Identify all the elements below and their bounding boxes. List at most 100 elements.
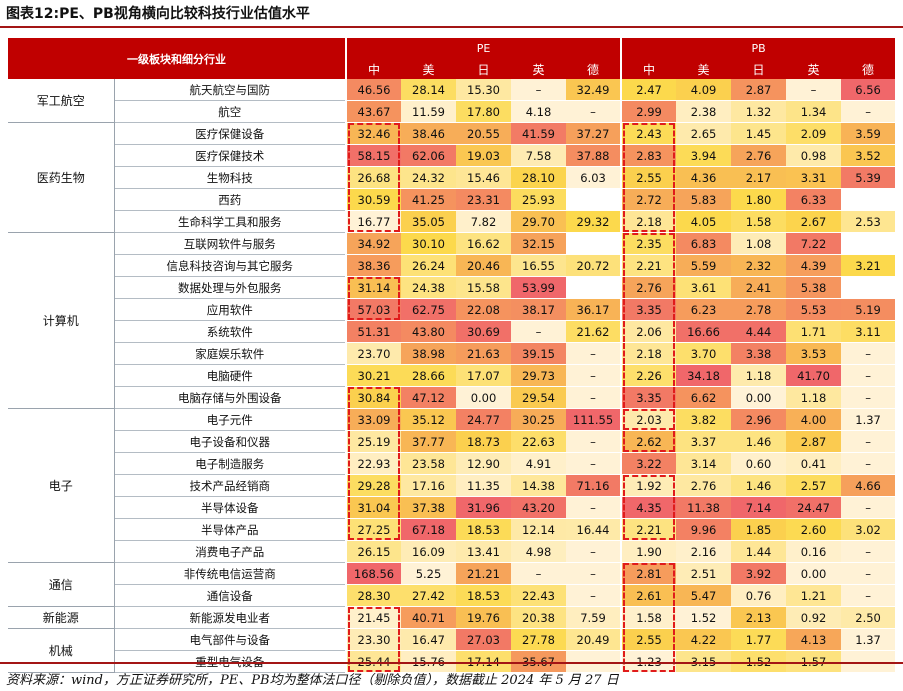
pb-value-cell: – xyxy=(786,79,842,101)
pe-value-cell: 32.49 xyxy=(566,79,622,101)
pb-value-cell: 3.38 xyxy=(731,342,787,365)
pe-value-cell: 24.32 xyxy=(401,166,456,189)
pb-value-cell: 2.55 xyxy=(620,166,677,189)
pe-value-cell: 37.77 xyxy=(401,430,456,453)
table-row: 通信 非传统电信运营商 168.56 5.25 21.21– –2.81 2.51 3.92 0… xyxy=(8,562,896,607)
pe-value-cell: 24.77 xyxy=(456,408,511,431)
country-header-pe: 德 xyxy=(566,59,622,79)
pb-value-cell: 2.41 xyxy=(731,276,787,299)
pe-value-cell: 29.54 xyxy=(511,386,566,409)
pb-value-cell: – xyxy=(841,100,896,123)
industry-label: 航空 xyxy=(114,100,347,123)
industry-label: 通信设备 xyxy=(114,584,347,607)
pb-value-cell: 2.43 xyxy=(620,122,677,145)
country-header-pb: 日 xyxy=(731,59,787,79)
pe-value-cell: 57.03 xyxy=(345,298,401,321)
country-header-pb: 英 xyxy=(786,59,842,79)
pe-value-cell: – xyxy=(511,562,566,585)
pb-value-cell: 6.83 xyxy=(676,232,732,255)
pb-value-cell: 2.13 xyxy=(731,606,787,629)
country-header-pe: 美 xyxy=(401,59,456,79)
pb-value-cell: 1.44 xyxy=(731,540,787,563)
pb-value-cell: 0.00 xyxy=(786,562,842,585)
pb-value-cell: 4.44 xyxy=(731,320,787,343)
table-row: 电子设备和仪器 25.19 37.77 18.73 22.63–2.62 3.37 1.46… xyxy=(8,430,896,453)
industry-label: 家庭娱乐软件 xyxy=(114,342,347,365)
pb-value-cell: 1.18 xyxy=(786,386,842,409)
industry-label: 互联网软件与服务 xyxy=(114,232,347,255)
pb-value-cell: 24.47 xyxy=(786,496,842,519)
pe-value-cell: 18.53 xyxy=(456,518,511,541)
pe-value-cell xyxy=(566,232,622,255)
pe-value-cell: 37.27 xyxy=(566,122,622,145)
pe-value-cell: 40.71 xyxy=(401,606,456,629)
pe-value-cell: 7.82 xyxy=(456,210,511,233)
pe-value-cell: 30.21 xyxy=(345,364,401,387)
pe-value-cell: 7.59 xyxy=(566,606,622,629)
pb-value-cell: 5.19 xyxy=(841,298,896,321)
pb-value-cell: – xyxy=(841,430,896,453)
pe-value-cell: 15.58 xyxy=(456,276,511,299)
pe-value-cell: – xyxy=(566,100,622,123)
country-header-pb: 德 xyxy=(841,59,896,79)
industry-label: 新能源发电业者 xyxy=(114,606,347,629)
pe-value-cell: 20.72 xyxy=(566,254,622,277)
pe-value-cell: 38.17 xyxy=(511,298,566,321)
pb-value-cell: 4.05 xyxy=(676,210,732,233)
pe-value-cell: 46.56 xyxy=(345,79,401,101)
table-row: 信息科技咨询与其它服务 38.36 26.24 20.46 16.55 20.72 2.21… xyxy=(8,254,896,277)
pb-value-cell: 1.32 xyxy=(731,100,787,123)
pb-value-cell: 41.70 xyxy=(786,364,842,387)
pe-value-cell: 26.15 xyxy=(345,540,401,563)
pe-value-cell: 30.59 xyxy=(345,188,401,211)
pe-value-cell: 21.62 xyxy=(566,320,622,343)
pb-value-cell: 2.32 xyxy=(731,254,787,277)
category-header: 一级板块和细分行业 xyxy=(8,38,346,79)
pe-value-cell: – xyxy=(566,430,622,453)
pb-value-cell: 3.14 xyxy=(676,452,732,475)
table-row: 重型电气设备 25.44 15.76 17.14 35.67–1.23 3.15 1.52 1… xyxy=(8,650,896,673)
pb-value-cell: 5.59 xyxy=(676,254,732,277)
table-row: 新能源 新能源发电业者 21.45 40.71 19.76 20.38 7.59 1.58 1.… xyxy=(8,606,896,629)
table-row: 机械 电气部件与设备 23.30 16.47 27.03 27.78 20.49 2.55 4.… xyxy=(8,628,896,673)
pb-value-cell: 6.56 xyxy=(841,79,896,101)
country-header-pb: 中 xyxy=(620,59,677,79)
pe-value-cell: 31.04 xyxy=(345,496,401,519)
pe-value-cell: – xyxy=(566,386,622,409)
pe-value-cell: 17.07 xyxy=(456,364,511,387)
table-row: 航空 43.67 11.59 17.80 4.18–2.99 2.38 1.32 1.34– xyxy=(8,100,896,123)
pb-value-cell xyxy=(841,188,896,211)
pb-value-cell: – xyxy=(841,452,896,475)
pb-value-cell: 1.58 xyxy=(731,210,787,233)
pb-value-cell: 0.41 xyxy=(786,452,842,475)
pb-value-cell: 3.02 xyxy=(841,518,896,541)
pe-value-cell: 111.55 xyxy=(566,408,622,431)
pe-value-cell: 24.38 xyxy=(401,276,456,299)
pb-value-cell: 7.14 xyxy=(731,496,787,519)
pe-value-cell: 22.08 xyxy=(456,298,511,321)
pb-value-cell: – xyxy=(841,342,896,365)
pe-value-cell: 35.67 xyxy=(511,650,566,673)
pb-value-cell: 1.85 xyxy=(731,518,787,541)
pb-value-cell: 3.21 xyxy=(841,254,896,277)
pe-value-cell: 16.55 xyxy=(511,254,566,277)
pe-value-cell: 38.98 xyxy=(401,342,456,365)
pb-value-cell: 1.57 xyxy=(786,650,842,673)
pe-value-cell: 21.45 xyxy=(345,606,401,629)
pb-value-cell: 0.76 xyxy=(731,584,787,607)
pe-value-cell: 19.76 xyxy=(456,606,511,629)
pb-value-cell: 2.38 xyxy=(676,100,732,123)
pe-value-cell: 31.14 xyxy=(345,276,401,299)
pe-value-cell: 11.59 xyxy=(401,100,456,123)
pb-value-cell: 1.90 xyxy=(620,540,677,563)
pe-value-cell: 13.41 xyxy=(456,540,511,563)
table-row: 系统软件 51.31 43.80 30.69–21.62 2.06 16.66 4.44 1.… xyxy=(8,320,896,343)
pb-value-cell: 5.39 xyxy=(841,166,896,189)
pe-value-cell: 25.93 xyxy=(511,188,566,211)
industry-label: 非传统电信运营商 xyxy=(114,562,347,585)
pb-value-cell: 3.35 xyxy=(620,298,677,321)
pb-value-cell: 2.81 xyxy=(620,562,677,585)
pe-value-cell: 20.38 xyxy=(511,606,566,629)
table-row: 生命科学工具和服务 16.77 35.05 7.82 29.70 29.32 2.18 4.0… xyxy=(8,210,896,233)
industry-label: 半导体设备 xyxy=(114,496,347,519)
